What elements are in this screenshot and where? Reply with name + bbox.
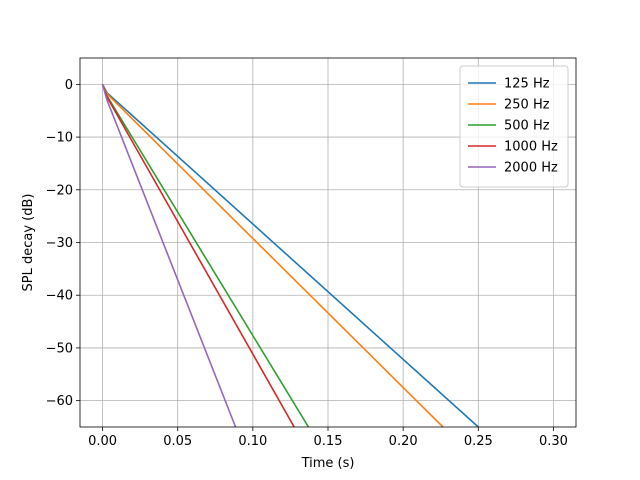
legend: 125 Hz 250 Hz 500 Hz 1000 Hz 2000 Hz: [459, 65, 569, 188]
y-tick-label: 0: [65, 78, 73, 93]
x-axis-label: Time (s): [301, 456, 355, 471]
y-axis-ticks: 0 −10 −20 −30 −40 −50 −60: [46, 78, 80, 409]
x-tick-label: 0.10: [238, 434, 267, 449]
series-lines: [101, 83, 479, 427]
x-tick-label: 0.00: [88, 434, 117, 449]
y-tick-label: −10: [46, 131, 73, 146]
x-tick-label: 0.20: [389, 434, 418, 449]
x-tick-label: 0.05: [163, 434, 192, 449]
legend-label: 1000 Hz: [504, 140, 558, 155]
y-tick-label: −50: [46, 341, 73, 356]
series-line-2000-hz: [101, 84, 237, 427]
legend-label: 2000 Hz: [504, 161, 558, 176]
y-tick-label: −30: [46, 236, 73, 251]
y-tick-label: −60: [46, 394, 73, 409]
x-tick-label: 0.30: [539, 434, 568, 449]
y-tick-label: −20: [46, 183, 73, 198]
series-line-125-hz: [101, 83, 479, 427]
legend-box: [459, 65, 569, 188]
legend-label: 250 Hz: [504, 98, 550, 113]
y-axis-label: SPL decay (dB): [21, 194, 36, 292]
legend-label: 500 Hz: [504, 119, 550, 134]
x-axis-ticks: 0.00 0.05 0.10 0.15 0.20 0.25 0.30: [88, 427, 568, 449]
y-tick-label: −40: [46, 289, 73, 304]
series-line-500-hz: [101, 84, 310, 427]
x-tick-label: 0.25: [464, 434, 493, 449]
x-tick-label: 0.15: [314, 434, 343, 449]
legend-label: 125 Hz: [504, 77, 550, 92]
